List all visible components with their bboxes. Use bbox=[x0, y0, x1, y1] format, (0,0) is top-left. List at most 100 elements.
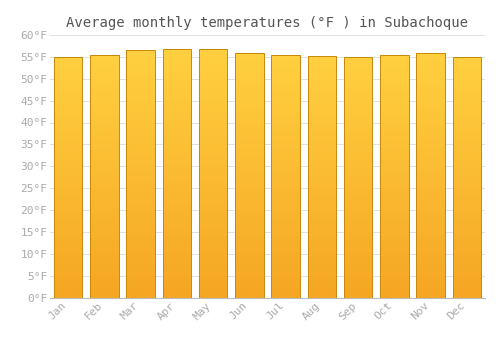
Bar bbox=[272, 113, 300, 116]
Bar bbox=[90, 176, 118, 179]
Bar bbox=[308, 113, 336, 116]
Bar bbox=[452, 231, 481, 235]
Bar bbox=[308, 56, 336, 298]
Bar bbox=[54, 231, 82, 235]
Bar bbox=[162, 174, 191, 176]
Bar bbox=[54, 84, 82, 87]
Bar bbox=[54, 111, 82, 114]
Bar bbox=[272, 273, 300, 276]
Bar bbox=[452, 250, 481, 252]
Bar bbox=[162, 74, 191, 77]
Bar bbox=[380, 131, 408, 134]
Bar bbox=[199, 285, 228, 288]
Bar bbox=[235, 261, 264, 264]
Bar bbox=[235, 175, 264, 178]
Bar bbox=[235, 96, 264, 99]
Bar bbox=[54, 150, 82, 153]
Bar bbox=[272, 195, 300, 197]
Bar bbox=[272, 55, 300, 298]
Bar bbox=[272, 152, 300, 155]
Bar bbox=[416, 188, 445, 191]
Bar bbox=[90, 146, 118, 149]
Bar bbox=[416, 270, 445, 273]
Bar bbox=[344, 165, 372, 168]
Bar bbox=[344, 150, 372, 153]
Bar bbox=[380, 161, 408, 164]
Bar bbox=[54, 66, 82, 69]
Bar bbox=[272, 158, 300, 161]
Bar bbox=[272, 146, 300, 149]
Bar bbox=[452, 114, 481, 117]
Bar bbox=[199, 62, 228, 65]
Bar bbox=[199, 87, 228, 90]
Bar bbox=[90, 255, 118, 258]
Bar bbox=[308, 149, 336, 153]
Bar bbox=[162, 118, 191, 121]
Bar bbox=[416, 243, 445, 246]
Bar bbox=[416, 227, 445, 230]
Bar bbox=[344, 72, 372, 75]
Bar bbox=[272, 131, 300, 134]
Bar bbox=[272, 222, 300, 225]
Bar bbox=[162, 152, 191, 155]
Bar bbox=[416, 124, 445, 127]
Bar bbox=[272, 243, 300, 246]
Bar bbox=[416, 279, 445, 282]
Bar bbox=[54, 138, 82, 141]
Bar bbox=[54, 189, 82, 192]
Bar bbox=[235, 279, 264, 282]
Bar bbox=[235, 200, 264, 203]
Bar bbox=[308, 116, 336, 119]
Bar bbox=[199, 189, 228, 192]
Bar bbox=[90, 119, 118, 122]
Bar bbox=[90, 288, 118, 292]
Bar bbox=[199, 183, 228, 186]
Bar bbox=[380, 264, 408, 267]
Bar bbox=[90, 73, 118, 76]
Bar bbox=[272, 76, 300, 79]
Bar bbox=[162, 87, 191, 90]
Bar bbox=[54, 147, 82, 150]
Bar bbox=[162, 239, 191, 242]
Bar bbox=[272, 228, 300, 231]
Bar bbox=[380, 282, 408, 285]
Bar bbox=[380, 285, 408, 288]
Bar bbox=[126, 205, 155, 208]
Bar bbox=[54, 282, 82, 286]
Bar bbox=[344, 267, 372, 271]
Bar bbox=[54, 87, 82, 90]
Bar bbox=[90, 191, 118, 195]
Bar bbox=[199, 68, 228, 71]
Bar bbox=[54, 72, 82, 75]
Bar bbox=[235, 184, 264, 188]
Bar bbox=[272, 94, 300, 98]
Bar bbox=[272, 73, 300, 76]
Bar bbox=[90, 125, 118, 128]
Bar bbox=[162, 62, 191, 65]
Bar bbox=[344, 87, 372, 90]
Bar bbox=[452, 60, 481, 63]
Bar bbox=[126, 171, 155, 174]
Bar bbox=[162, 229, 191, 232]
Bar bbox=[344, 258, 372, 261]
Bar bbox=[272, 186, 300, 188]
Bar bbox=[90, 128, 118, 131]
Bar bbox=[235, 255, 264, 258]
Bar bbox=[272, 170, 300, 173]
Bar bbox=[380, 55, 408, 58]
Bar bbox=[308, 107, 336, 110]
Bar bbox=[235, 160, 264, 163]
Bar bbox=[235, 75, 264, 78]
Bar bbox=[90, 170, 118, 173]
Bar bbox=[344, 108, 372, 111]
Bar bbox=[199, 180, 228, 183]
Bar bbox=[235, 142, 264, 145]
Bar bbox=[308, 128, 336, 132]
Bar bbox=[90, 161, 118, 164]
Bar bbox=[162, 282, 191, 285]
Bar bbox=[380, 94, 408, 98]
Bar bbox=[162, 124, 191, 127]
Bar bbox=[199, 204, 228, 208]
Bar bbox=[416, 218, 445, 221]
Bar bbox=[54, 129, 82, 132]
